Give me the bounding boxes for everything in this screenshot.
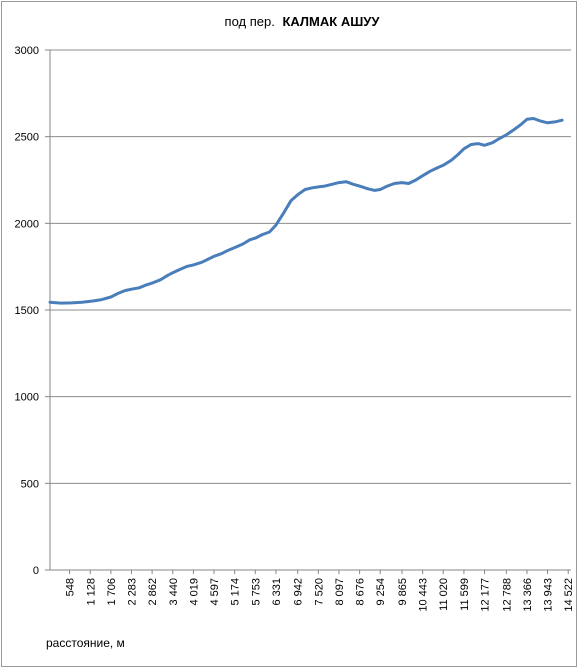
- x-tick-label: 9 254: [375, 578, 387, 606]
- y-tick-label: 1000: [15, 392, 39, 404]
- x-tick-label: 11 020: [438, 578, 450, 611]
- x-axis-title: расстояние, м: [46, 636, 125, 650]
- x-tick-label: 1 128: [85, 578, 97, 606]
- chart-title-prefix: под пер.: [225, 14, 275, 29]
- x-tick-label: 10 443: [418, 578, 430, 612]
- y-tick-label: 3000: [15, 45, 39, 57]
- y-tick-label: 2000: [15, 218, 39, 230]
- x-tick-labels: 548 1 128 1 706 2 283 2 862 3 440 4 019 4 597 5 …: [65, 578, 576, 612]
- y-tick-label: 0: [33, 565, 39, 577]
- x-tick-label: 12 788: [501, 578, 513, 612]
- x-tick-label: 5 174: [230, 578, 242, 606]
- x-tick-label: 1 706: [106, 578, 118, 606]
- x-tick-label: 11 599: [459, 578, 471, 611]
- x-tick-label: 548: [65, 578, 77, 596]
- y-tick-labels: 0 500 1000 1500 2000 2500 3000: [15, 45, 39, 577]
- elevation-series-line: [48, 117, 564, 305]
- y-tick-label: 1500: [15, 305, 39, 317]
- chart-title-bold: КАЛМАК АШУУ: [282, 14, 380, 29]
- x-tick-label: 13 943: [543, 578, 555, 612]
- x-tick-label: 2 862: [147, 578, 159, 606]
- x-tick-label: 12 177: [480, 578, 492, 612]
- x-tick-label: 2 283: [126, 578, 138, 606]
- x-tick-label: 7 520: [313, 578, 325, 606]
- x-tick-label: 4 019: [188, 578, 200, 606]
- x-tick-label: 3 440: [168, 578, 180, 606]
- axes: [45, 49, 571, 574]
- chart-title: под пер. КАЛМАК АШУУ: [225, 14, 381, 29]
- x-tick-label: 8 676: [355, 578, 367, 606]
- x-tick-label: 6 942: [293, 578, 305, 606]
- y-tick-label: 500: [21, 478, 39, 490]
- x-tick-label: 4 597: [209, 578, 221, 606]
- x-tick-label: 9 865: [397, 578, 409, 606]
- x-tick-label: 14 522: [563, 578, 575, 612]
- series-layer: [48, 117, 564, 305]
- x-tick-label: 13 366: [522, 578, 534, 612]
- y-tick-label: 2500: [15, 132, 39, 144]
- x-tick-label: 8 097: [334, 578, 346, 606]
- gridlines: [50, 49, 571, 484]
- x-tick-label: 5 753: [250, 578, 262, 606]
- x-tick-label: 6 331: [271, 578, 283, 606]
